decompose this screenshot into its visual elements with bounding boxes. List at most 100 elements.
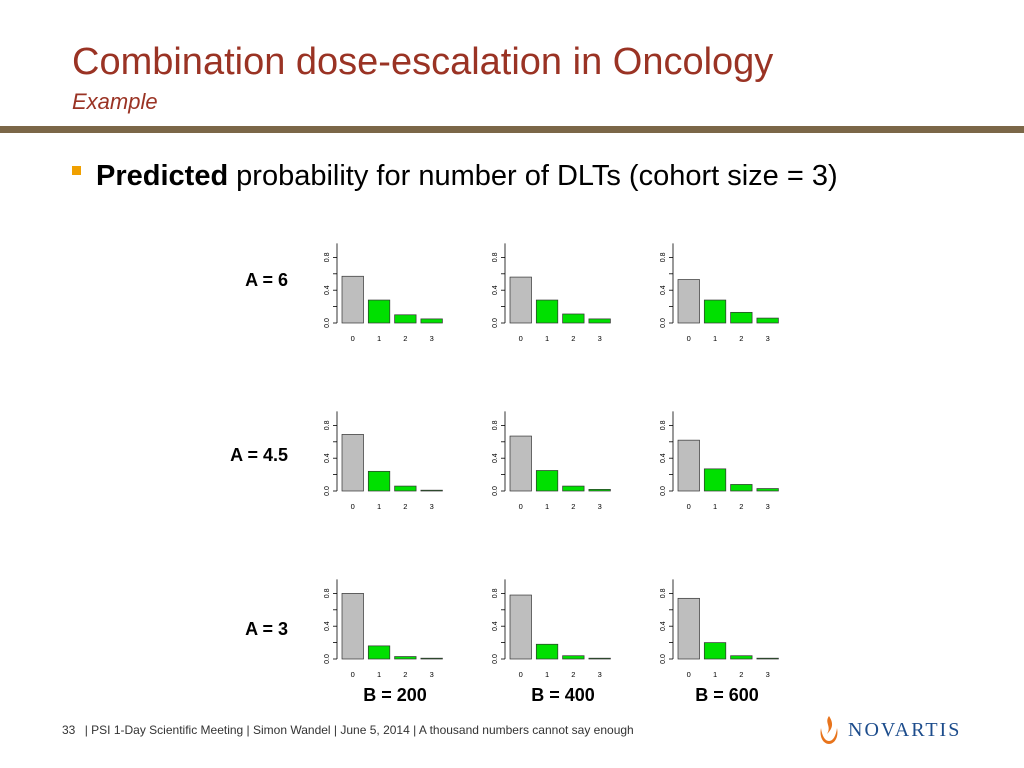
x-tick-label: 2 <box>739 502 743 511</box>
bullet-square-icon <box>72 165 81 175</box>
y-tick-label: 0.0 <box>324 318 331 328</box>
bar-chart-panel: 0.0 0.4 0.8 0 1 2 3 <box>492 243 611 343</box>
y-tick-label: 0.4 <box>492 285 499 295</box>
bar-dlt-2 <box>730 655 753 660</box>
x-tick-label: 2 <box>403 670 407 679</box>
x-tick-label: 0 <box>351 334 355 343</box>
y-tick-label: 0.0 <box>324 654 331 664</box>
bar-dlt-1 <box>367 470 391 492</box>
y-tick-label: 0.4 <box>660 453 667 463</box>
bar-dlt-2 <box>394 485 417 492</box>
col-label-b200: B = 200 <box>363 685 427 705</box>
x-tick-label: 0 <box>687 670 691 679</box>
y-tick-label: 0.8 <box>492 252 499 262</box>
bar-dlt-3 <box>756 317 779 324</box>
x-tick-label: 2 <box>739 670 743 679</box>
x-tick-label: 2 <box>403 502 407 511</box>
y-tick-label: 0.0 <box>660 486 667 496</box>
y-tick-label: 0.4 <box>324 285 331 295</box>
x-tick-label: 3 <box>766 670 770 679</box>
col-label-b600: B = 600 <box>695 685 759 705</box>
x-tick-label: 2 <box>571 502 575 511</box>
col-label-b400: B = 400 <box>531 685 595 705</box>
y-tick-label: 0.0 <box>492 318 499 328</box>
x-tick-label: 1 <box>545 334 549 343</box>
y-tick-label: 0.8 <box>660 420 667 430</box>
x-tick-label: 0 <box>519 502 523 511</box>
y-tick-label: 0.8 <box>324 420 331 430</box>
footer: 33 | PSI 1-Day Scientific Meeting | Simo… <box>62 723 634 737</box>
bar-dlt-1 <box>535 299 559 324</box>
bar-dlt-2 <box>730 311 753 324</box>
bar-dlt-0 <box>509 435 532 492</box>
x-tick-label: 3 <box>598 334 602 343</box>
y-tick-label: 0.0 <box>492 654 499 664</box>
bullet-text: probability for number of DLTs (cohort s… <box>236 159 838 192</box>
bar-dlt-2 <box>562 655 585 660</box>
bar-chart-panel: 0.0 0.4 0.8 0 1 2 3 <box>324 411 443 511</box>
bar-chart-panel: 0.0 0.4 0.8 0 1 2 3 <box>324 579 443 679</box>
bar-dlt-2 <box>730 484 753 492</box>
novartis-flame-icon <box>820 716 838 744</box>
x-tick-label: 0 <box>519 334 523 343</box>
bar-dlt-1 <box>703 299 727 324</box>
bar-chart-panel: 0.0 0.4 0.8 0 1 2 3 <box>492 579 611 679</box>
bar-dlt-3 <box>420 657 443 660</box>
y-tick-label: 0.4 <box>660 621 667 631</box>
bar-chart-panel: 0.0 0.4 0.8 0 1 2 3 <box>324 243 443 343</box>
novartis-logo: NOVARTIS <box>816 714 961 746</box>
logo-text: NOVARTIS <box>848 718 962 741</box>
bar-dlt-2 <box>562 313 585 324</box>
x-tick-label: 2 <box>739 334 743 343</box>
x-tick-label: 3 <box>430 334 434 343</box>
x-tick-label: 2 <box>571 334 575 343</box>
x-tick-label: 3 <box>766 334 770 343</box>
bar-dlt-0 <box>677 279 700 324</box>
bar-dlt-1 <box>703 642 727 660</box>
bar-dlt-0 <box>509 276 532 324</box>
bar-dlt-1 <box>367 299 391 324</box>
x-tick-label: 1 <box>377 670 381 679</box>
x-tick-label: 1 <box>713 502 717 511</box>
y-tick-label: 0.4 <box>492 453 499 463</box>
x-tick-label: 3 <box>598 502 602 511</box>
page-number: 33 <box>62 723 76 737</box>
bar-dlt-0 <box>677 439 700 492</box>
x-tick-label: 1 <box>713 670 717 679</box>
x-tick-label: 1 <box>545 502 549 511</box>
x-tick-label: 3 <box>598 670 602 679</box>
bar-dlt-3 <box>756 488 779 492</box>
x-tick-label: 1 <box>377 334 381 343</box>
bar-dlt-3 <box>588 318 611 324</box>
y-tick-label: 0.0 <box>492 486 499 496</box>
bar-chart-panel: 0.0 0.4 0.8 0 1 2 3 <box>492 411 611 511</box>
y-tick-label: 0.8 <box>492 420 499 430</box>
y-tick-label: 0.4 <box>324 621 331 631</box>
bar-chart-panel: 0.0 0.4 0.8 0 1 2 3 <box>660 411 779 511</box>
slide-title: Combination dose-escalation in Oncology <box>72 41 774 83</box>
y-tick-label: 0.4 <box>492 621 499 631</box>
x-tick-label: 0 <box>687 334 691 343</box>
y-tick-label: 0.8 <box>492 588 499 598</box>
bar-dlt-1 <box>535 643 559 660</box>
x-tick-label: 0 <box>351 502 355 511</box>
bar-dlt-0 <box>509 594 532 660</box>
bar-dlt-2 <box>562 485 585 492</box>
y-tick-label: 0.4 <box>324 453 331 463</box>
x-tick-label: 1 <box>545 670 549 679</box>
bar-dlt-0 <box>341 593 364 660</box>
x-tick-label: 1 <box>713 334 717 343</box>
x-tick-label: 0 <box>519 670 523 679</box>
bar-dlt-1 <box>367 645 391 660</box>
y-tick-label: 0.0 <box>660 318 667 328</box>
y-tick-label: 0.4 <box>660 285 667 295</box>
row-label-a6: A = 6 <box>245 270 288 290</box>
bar-dlt-3 <box>756 657 779 660</box>
bar-dlt-1 <box>535 470 559 492</box>
bar-dlt-3 <box>420 318 443 324</box>
bar-dlt-0 <box>341 434 364 492</box>
y-tick-label: 0.0 <box>324 486 331 496</box>
bar-dlt-1 <box>703 468 727 492</box>
slide-subtitle: Example <box>72 89 158 114</box>
y-tick-label: 0.8 <box>660 588 667 598</box>
